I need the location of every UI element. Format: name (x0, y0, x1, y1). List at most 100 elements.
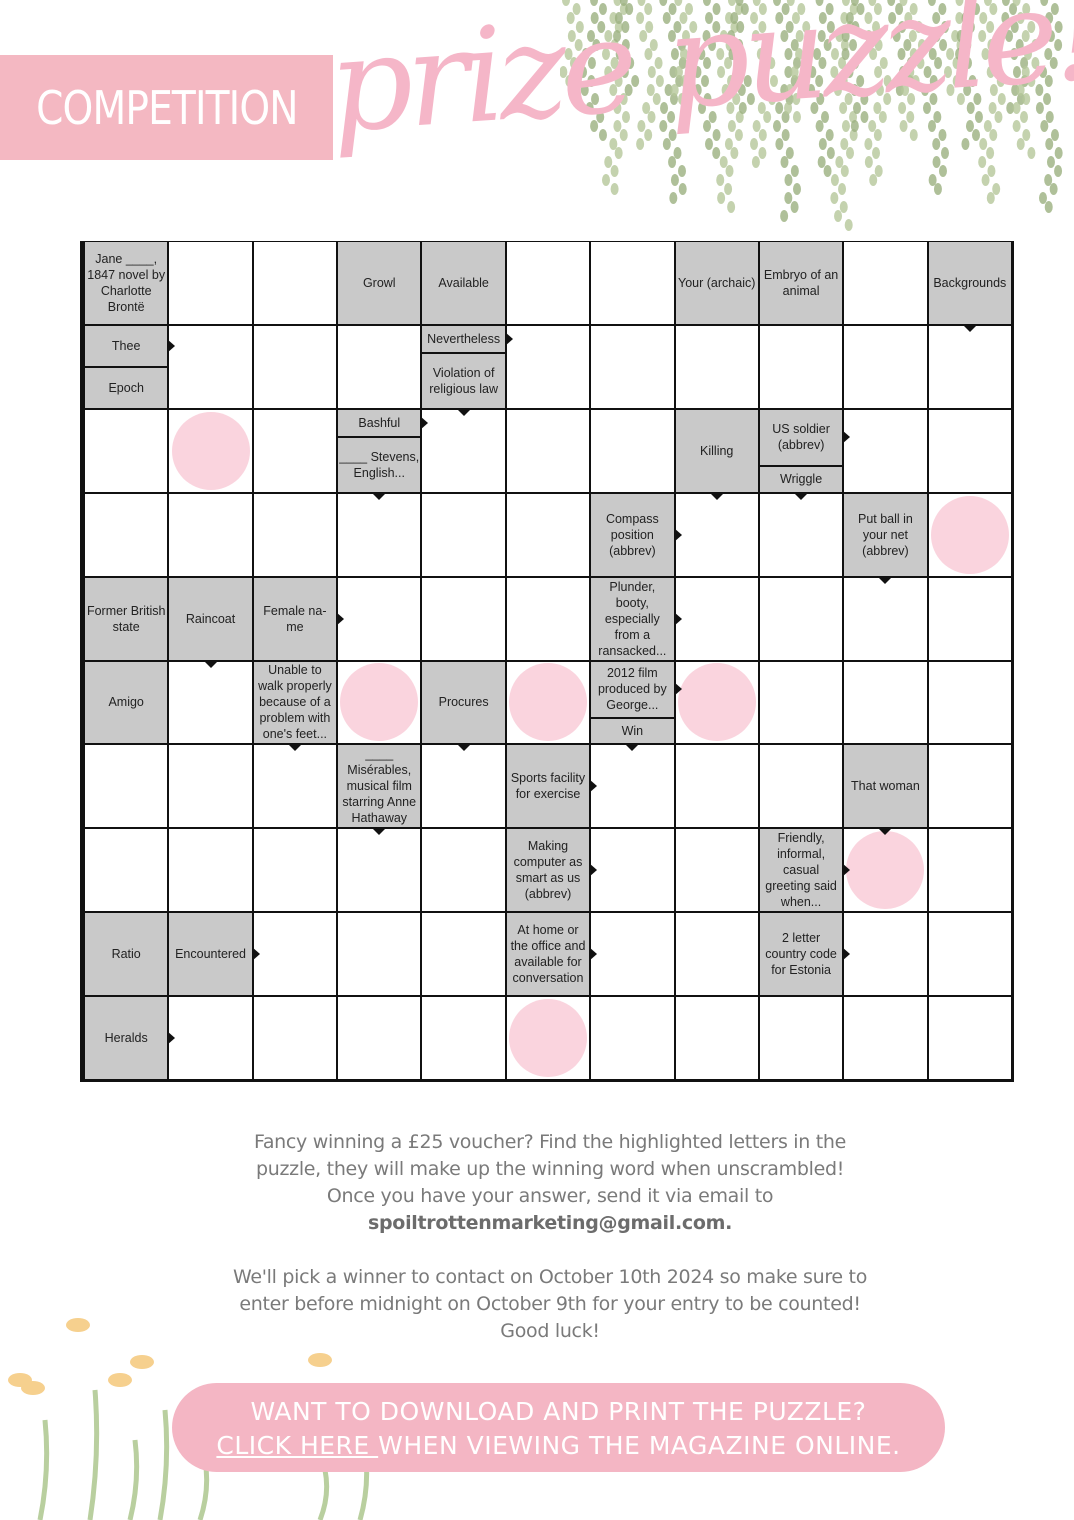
answer-cell[interactable] (169, 661, 252, 744)
answer-cell[interactable] (591, 913, 674, 996)
answer-cell[interactable] (844, 829, 927, 912)
answer-cell[interactable] (928, 409, 1011, 492)
answer-cell[interactable] (253, 409, 337, 492)
leaf-icon (732, 93, 741, 105)
leaf-icon (1040, 0, 1049, 6)
answer-cell[interactable] (675, 577, 758, 660)
leaf-icon (830, 66, 839, 78)
answer-cell[interactable] (506, 242, 590, 324)
answer-cell[interactable] (844, 577, 927, 660)
answer-cell[interactable] (422, 577, 505, 660)
answer-cell[interactable] (338, 577, 421, 660)
answer-cell[interactable] (253, 493, 337, 576)
leaf-icon (610, 165, 619, 177)
answer-cell[interactable] (422, 913, 505, 996)
leaf-icon (750, 12, 759, 24)
answer-cell[interactable] (591, 997, 674, 1079)
answer-cell[interactable] (169, 242, 252, 324)
answer-cell[interactable] (253, 242, 337, 324)
answer-cell[interactable] (85, 493, 168, 576)
answer-cell[interactable] (422, 997, 505, 1079)
leaf-icon (669, 93, 678, 105)
answer-cell[interactable] (675, 325, 758, 408)
answer-cell[interactable] (338, 913, 421, 996)
answer-cell[interactable] (591, 325, 674, 408)
answer-cell[interactable] (253, 745, 337, 828)
answer-cell[interactable] (844, 242, 927, 324)
answer-cell[interactable] (506, 325, 590, 408)
answer-cell[interactable] (675, 745, 758, 828)
answer-cell[interactable] (169, 745, 252, 828)
answer-cell[interactable] (338, 829, 421, 912)
answer-cell[interactable] (422, 409, 505, 492)
leaf-icon (840, 165, 849, 177)
leaf-icon (659, 0, 668, 6)
answer-cell[interactable] (675, 493, 758, 576)
answer-cell[interactable] (506, 493, 590, 576)
answer-cell[interactable] (338, 493, 421, 576)
leaf-icon (733, 66, 742, 78)
answer-cell[interactable] (506, 409, 590, 492)
answer-cell[interactable] (253, 325, 337, 408)
answer-cell[interactable] (844, 661, 927, 744)
answer-cell[interactable] (253, 913, 337, 996)
leaf-icon (946, 48, 955, 60)
answer-cell[interactable] (85, 745, 168, 828)
answer-cell[interactable] (759, 493, 843, 576)
answer-cell[interactable] (506, 577, 590, 660)
answer-cell[interactable] (506, 661, 590, 744)
answer-cell[interactable] (759, 997, 843, 1079)
answer-cell[interactable] (759, 661, 843, 744)
answer-cell[interactable] (85, 409, 168, 492)
answer-cell[interactable] (253, 829, 337, 912)
answer-cell[interactable] (759, 577, 843, 660)
answer-cell[interactable] (844, 913, 927, 996)
answer-cell[interactable] (675, 913, 758, 996)
answer-cell[interactable] (759, 745, 843, 828)
answer-cell[interactable] (169, 325, 252, 408)
answer-cell[interactable] (928, 829, 1011, 912)
answer-cell[interactable] (844, 409, 927, 492)
answer-cell[interactable] (675, 829, 758, 912)
answer-cell[interactable] (591, 242, 674, 324)
answer-cell[interactable] (85, 829, 168, 912)
answer-cell[interactable] (338, 997, 421, 1079)
answer-cell[interactable] (422, 745, 505, 828)
answer-cell[interactable] (338, 661, 421, 744)
answer-cell[interactable] (759, 325, 843, 408)
leaf-icon (757, 102, 766, 114)
deadline-line: We'll pick a winner to contact on Octobe… (232, 1266, 868, 1288)
answer-cell[interactable] (928, 997, 1011, 1079)
answer-cell[interactable] (338, 325, 421, 408)
answer-cell[interactable] (928, 325, 1011, 408)
answer-cell[interactable] (253, 997, 337, 1079)
answer-cell[interactable] (591, 829, 674, 912)
leaf-icon (670, 84, 679, 96)
answer-cell[interactable] (844, 325, 927, 408)
answer-cell[interactable] (591, 745, 674, 828)
click-here-link[interactable]: CLICK HERE (216, 1431, 379, 1460)
clue-cell: Your (archaic) (675, 242, 758, 324)
answer-cell[interactable] (591, 409, 674, 492)
answer-cell[interactable] (169, 493, 252, 576)
answer-cell[interactable] (169, 409, 252, 492)
answer-cell[interactable] (928, 493, 1011, 576)
leaf-icon (1049, 183, 1058, 195)
leaf-icon (679, 12, 688, 24)
answer-cell[interactable] (675, 997, 758, 1079)
leaf-icon (613, 102, 622, 114)
answer-cell[interactable] (928, 577, 1011, 660)
leaf-icon (751, 30, 760, 42)
contact-email[interactable]: spoiltrottenmarketing@gmail.com. (368, 1212, 732, 1234)
answer-cell[interactable] (422, 493, 505, 576)
answer-cell[interactable] (675, 661, 758, 744)
answer-cell[interactable] (928, 913, 1011, 996)
answer-cell[interactable] (844, 997, 927, 1079)
download-banner-button[interactable]: WANT TO DOWNLOAD AND PRINT THE PUZZLE? C… (172, 1383, 945, 1472)
answer-cell[interactable] (506, 997, 590, 1079)
answer-cell[interactable] (928, 661, 1011, 744)
answer-cell[interactable] (169, 829, 252, 912)
answer-cell[interactable] (169, 997, 252, 1079)
answer-cell[interactable] (422, 829, 505, 912)
answer-cell[interactable] (928, 745, 1011, 828)
